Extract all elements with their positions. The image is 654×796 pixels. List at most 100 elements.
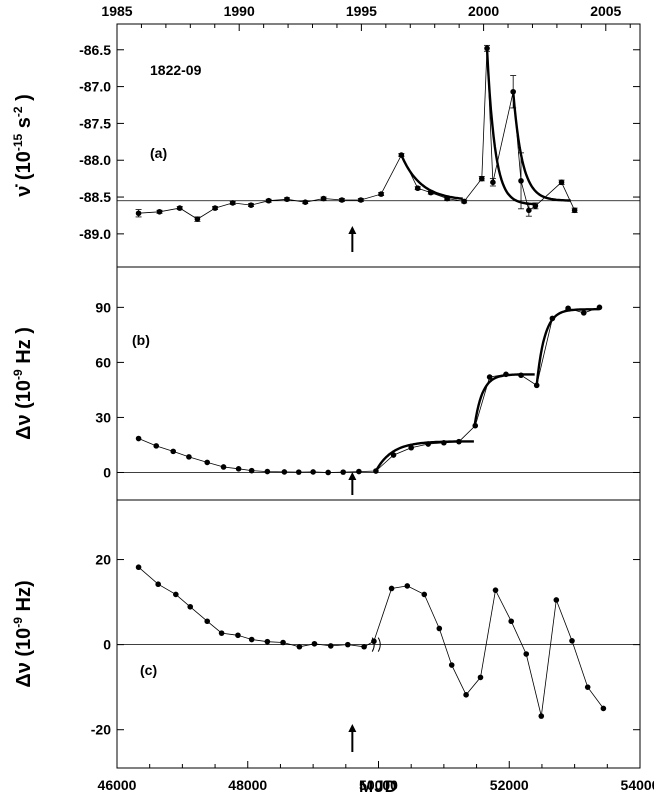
data-point (170, 448, 177, 455)
data-point (580, 310, 587, 316)
y-tick-label: 0 (103, 464, 111, 480)
data-point (264, 468, 271, 475)
data-point (220, 464, 227, 470)
data-point (356, 468, 362, 475)
data-point (248, 636, 255, 643)
year-tick-label: 1995 (346, 3, 377, 19)
data-point (358, 197, 364, 203)
data-point (281, 469, 288, 475)
data-point (156, 208, 163, 215)
x-axis-title: MJD (359, 777, 398, 796)
data-point (212, 205, 218, 211)
data-point (448, 662, 455, 668)
y-tick-label: 60 (95, 354, 111, 370)
data-point (404, 583, 411, 589)
data-point (523, 651, 530, 657)
data-point (311, 640, 318, 647)
year-tick-label: 1990 (224, 3, 255, 19)
data-point (538, 713, 545, 719)
x-tick-label: 50000 (359, 777, 398, 793)
data-point (135, 210, 142, 217)
axis-break (371, 637, 375, 652)
data-point (235, 466, 242, 472)
data-point (176, 205, 183, 211)
data-point (388, 585, 395, 592)
data-point (218, 630, 225, 636)
data-point (325, 469, 331, 476)
y-tick-label: -20 (91, 722, 111, 738)
data-point (463, 692, 469, 698)
panel-label: (b) (132, 332, 150, 348)
data-point (153, 443, 160, 449)
data-point (526, 207, 532, 214)
model-curve (400, 154, 463, 200)
data-point (187, 603, 194, 610)
y-tick-label: -87.5 (79, 115, 111, 131)
data-point (302, 199, 309, 205)
year-tick-label: 1985 (101, 3, 132, 19)
data-point (280, 639, 286, 646)
data-point (135, 435, 142, 442)
data-point (461, 198, 467, 205)
y-tick-label: 20 (95, 552, 111, 568)
data-point (408, 444, 414, 451)
data-point (492, 587, 499, 593)
source-label: 1822-09 (150, 62, 202, 78)
y-tick-label: 0 (103, 637, 111, 653)
data-point (558, 179, 565, 186)
data-point (284, 196, 290, 203)
data-point (414, 185, 421, 192)
data-point (569, 638, 575, 644)
model-curve (374, 440, 474, 472)
data-point (533, 382, 540, 389)
axis-break (377, 637, 381, 652)
data-point (173, 591, 179, 598)
data-point (339, 197, 345, 203)
x-tick-label: 54000 (621, 777, 654, 793)
data-point (600, 705, 607, 712)
data-point (194, 216, 201, 222)
x-tick-label: 48000 (228, 777, 267, 793)
model-curve (485, 48, 536, 206)
model-curve (473, 373, 535, 426)
data-point (340, 469, 346, 475)
data-point (229, 200, 236, 206)
data-point (436, 625, 443, 632)
data-point (296, 643, 303, 650)
model-curve (512, 91, 571, 202)
data-point (235, 632, 241, 639)
data-point (477, 674, 484, 681)
data-point (186, 454, 192, 460)
y-tick-label: -86.5 (79, 42, 111, 58)
panel-label: (c) (140, 662, 157, 678)
data-point (327, 643, 334, 649)
y-tick-label: 30 (95, 409, 111, 425)
event-arrow-head (348, 226, 357, 234)
data-point (344, 641, 351, 648)
data-point (571, 207, 578, 214)
data-point (248, 467, 255, 474)
data-point (508, 618, 515, 625)
data-point (248, 202, 254, 208)
y-tick-label: -88.0 (79, 152, 111, 168)
data-point (204, 459, 211, 466)
event-arrow-head (348, 472, 357, 480)
series-line (138, 307, 600, 473)
data-point (204, 618, 211, 625)
x-tick-label: 46000 (98, 777, 137, 793)
y-tick-label: -89.0 (79, 226, 111, 242)
y-tick-label: -87.0 (79, 79, 111, 95)
y-tick-label: -88.5 (79, 189, 111, 205)
y-axis-label: Δν (10-9 Hz) (11, 580, 35, 687)
y-tick-label: 90 (95, 299, 111, 315)
plot-frame (116, 23, 641, 769)
data-point (490, 179, 496, 186)
data-point (135, 564, 142, 571)
model-curve (535, 308, 600, 386)
data-point (265, 197, 272, 204)
data-point (310, 469, 316, 475)
data-point (378, 191, 384, 197)
data-point (553, 597, 560, 603)
data-point (486, 374, 493, 380)
